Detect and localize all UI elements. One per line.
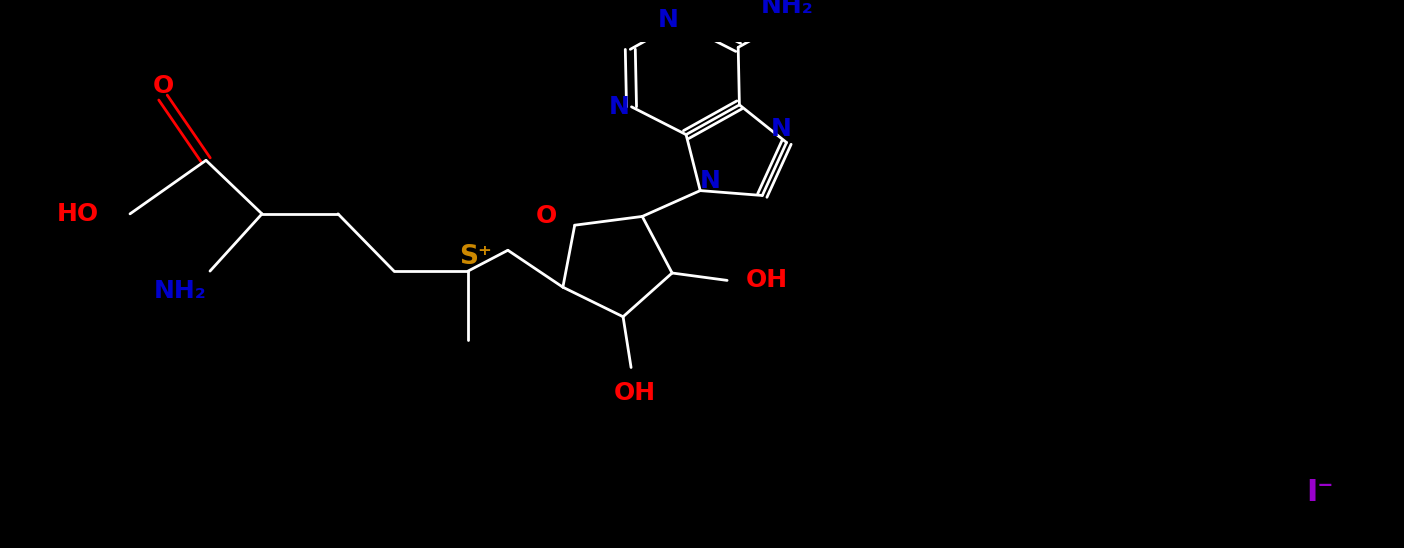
Text: NH₂: NH₂	[761, 0, 814, 18]
Text: OH: OH	[614, 381, 656, 406]
Text: OH: OH	[746, 269, 788, 293]
Text: O: O	[153, 75, 174, 99]
Text: N: N	[771, 117, 792, 141]
Text: S⁺: S⁺	[459, 244, 493, 270]
Text: N: N	[699, 169, 720, 193]
Text: NH₂: NH₂	[153, 279, 206, 304]
Text: O: O	[536, 204, 557, 228]
Text: HO: HO	[58, 202, 100, 226]
Text: N: N	[658, 8, 680, 32]
Text: I⁻: I⁻	[1306, 478, 1334, 507]
Text: N: N	[609, 95, 630, 119]
